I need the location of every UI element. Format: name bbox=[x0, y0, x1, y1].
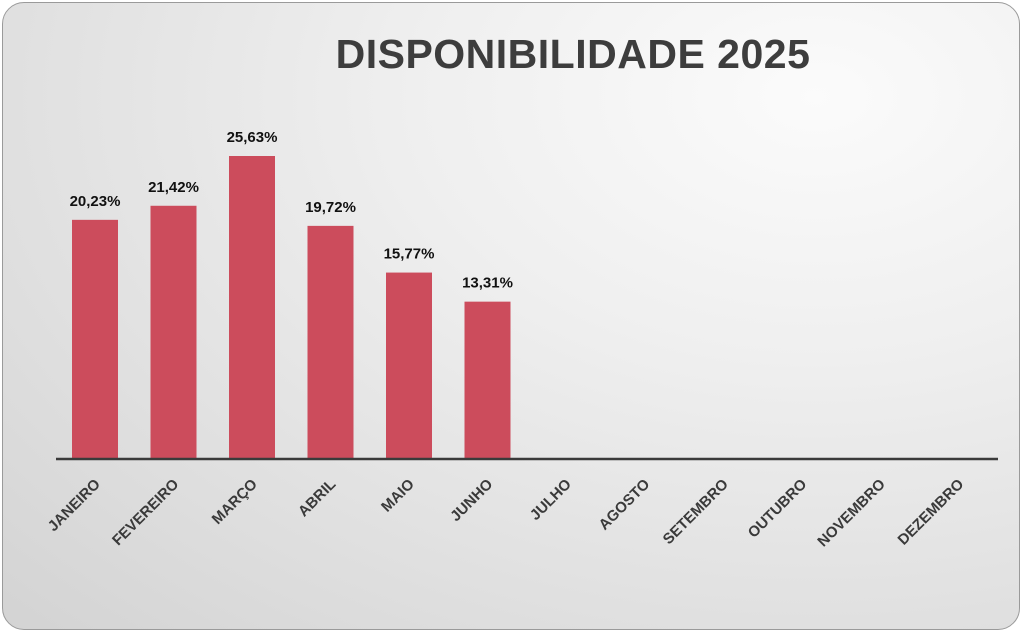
bar-0 bbox=[72, 219, 118, 459]
data-label-0: 20,23% bbox=[70, 193, 121, 210]
x-tick-label: FEVEREIRO bbox=[109, 476, 183, 550]
x-tick-label: MARÇO bbox=[209, 476, 261, 528]
data-label-5: 13,31% bbox=[462, 275, 513, 292]
x-tick-label: NOVEMBRO bbox=[814, 476, 889, 551]
data-label-1: 21,42% bbox=[148, 179, 199, 196]
x-tick-label: JULHO bbox=[527, 476, 575, 524]
x-tick-label: DEZEMBRO bbox=[895, 476, 968, 549]
data-label-3: 19,72% bbox=[305, 199, 356, 216]
bar-1 bbox=[150, 205, 197, 459]
x-tick-label: OUTUBRO bbox=[745, 476, 811, 542]
x-tick-label: SETEMBRO bbox=[660, 476, 732, 548]
data-label-2: 25,63% bbox=[227, 129, 278, 146]
x-tick-label: JANEIRO bbox=[45, 476, 104, 535]
bar-5 bbox=[464, 301, 511, 459]
x-tick-label: JUNHO bbox=[447, 476, 496, 525]
bar-3 bbox=[307, 225, 354, 459]
chart-title: DISPONIBILIDADE 2025 bbox=[335, 31, 811, 77]
bar-2 bbox=[229, 156, 275, 459]
x-tick-label: AGOSTO bbox=[596, 476, 654, 534]
x-tick-label: ABRIL bbox=[295, 476, 339, 520]
x-tick-label: MAIO bbox=[378, 476, 418, 516]
bar-4 bbox=[386, 272, 432, 459]
data-label-4: 15,77% bbox=[384, 246, 435, 263]
